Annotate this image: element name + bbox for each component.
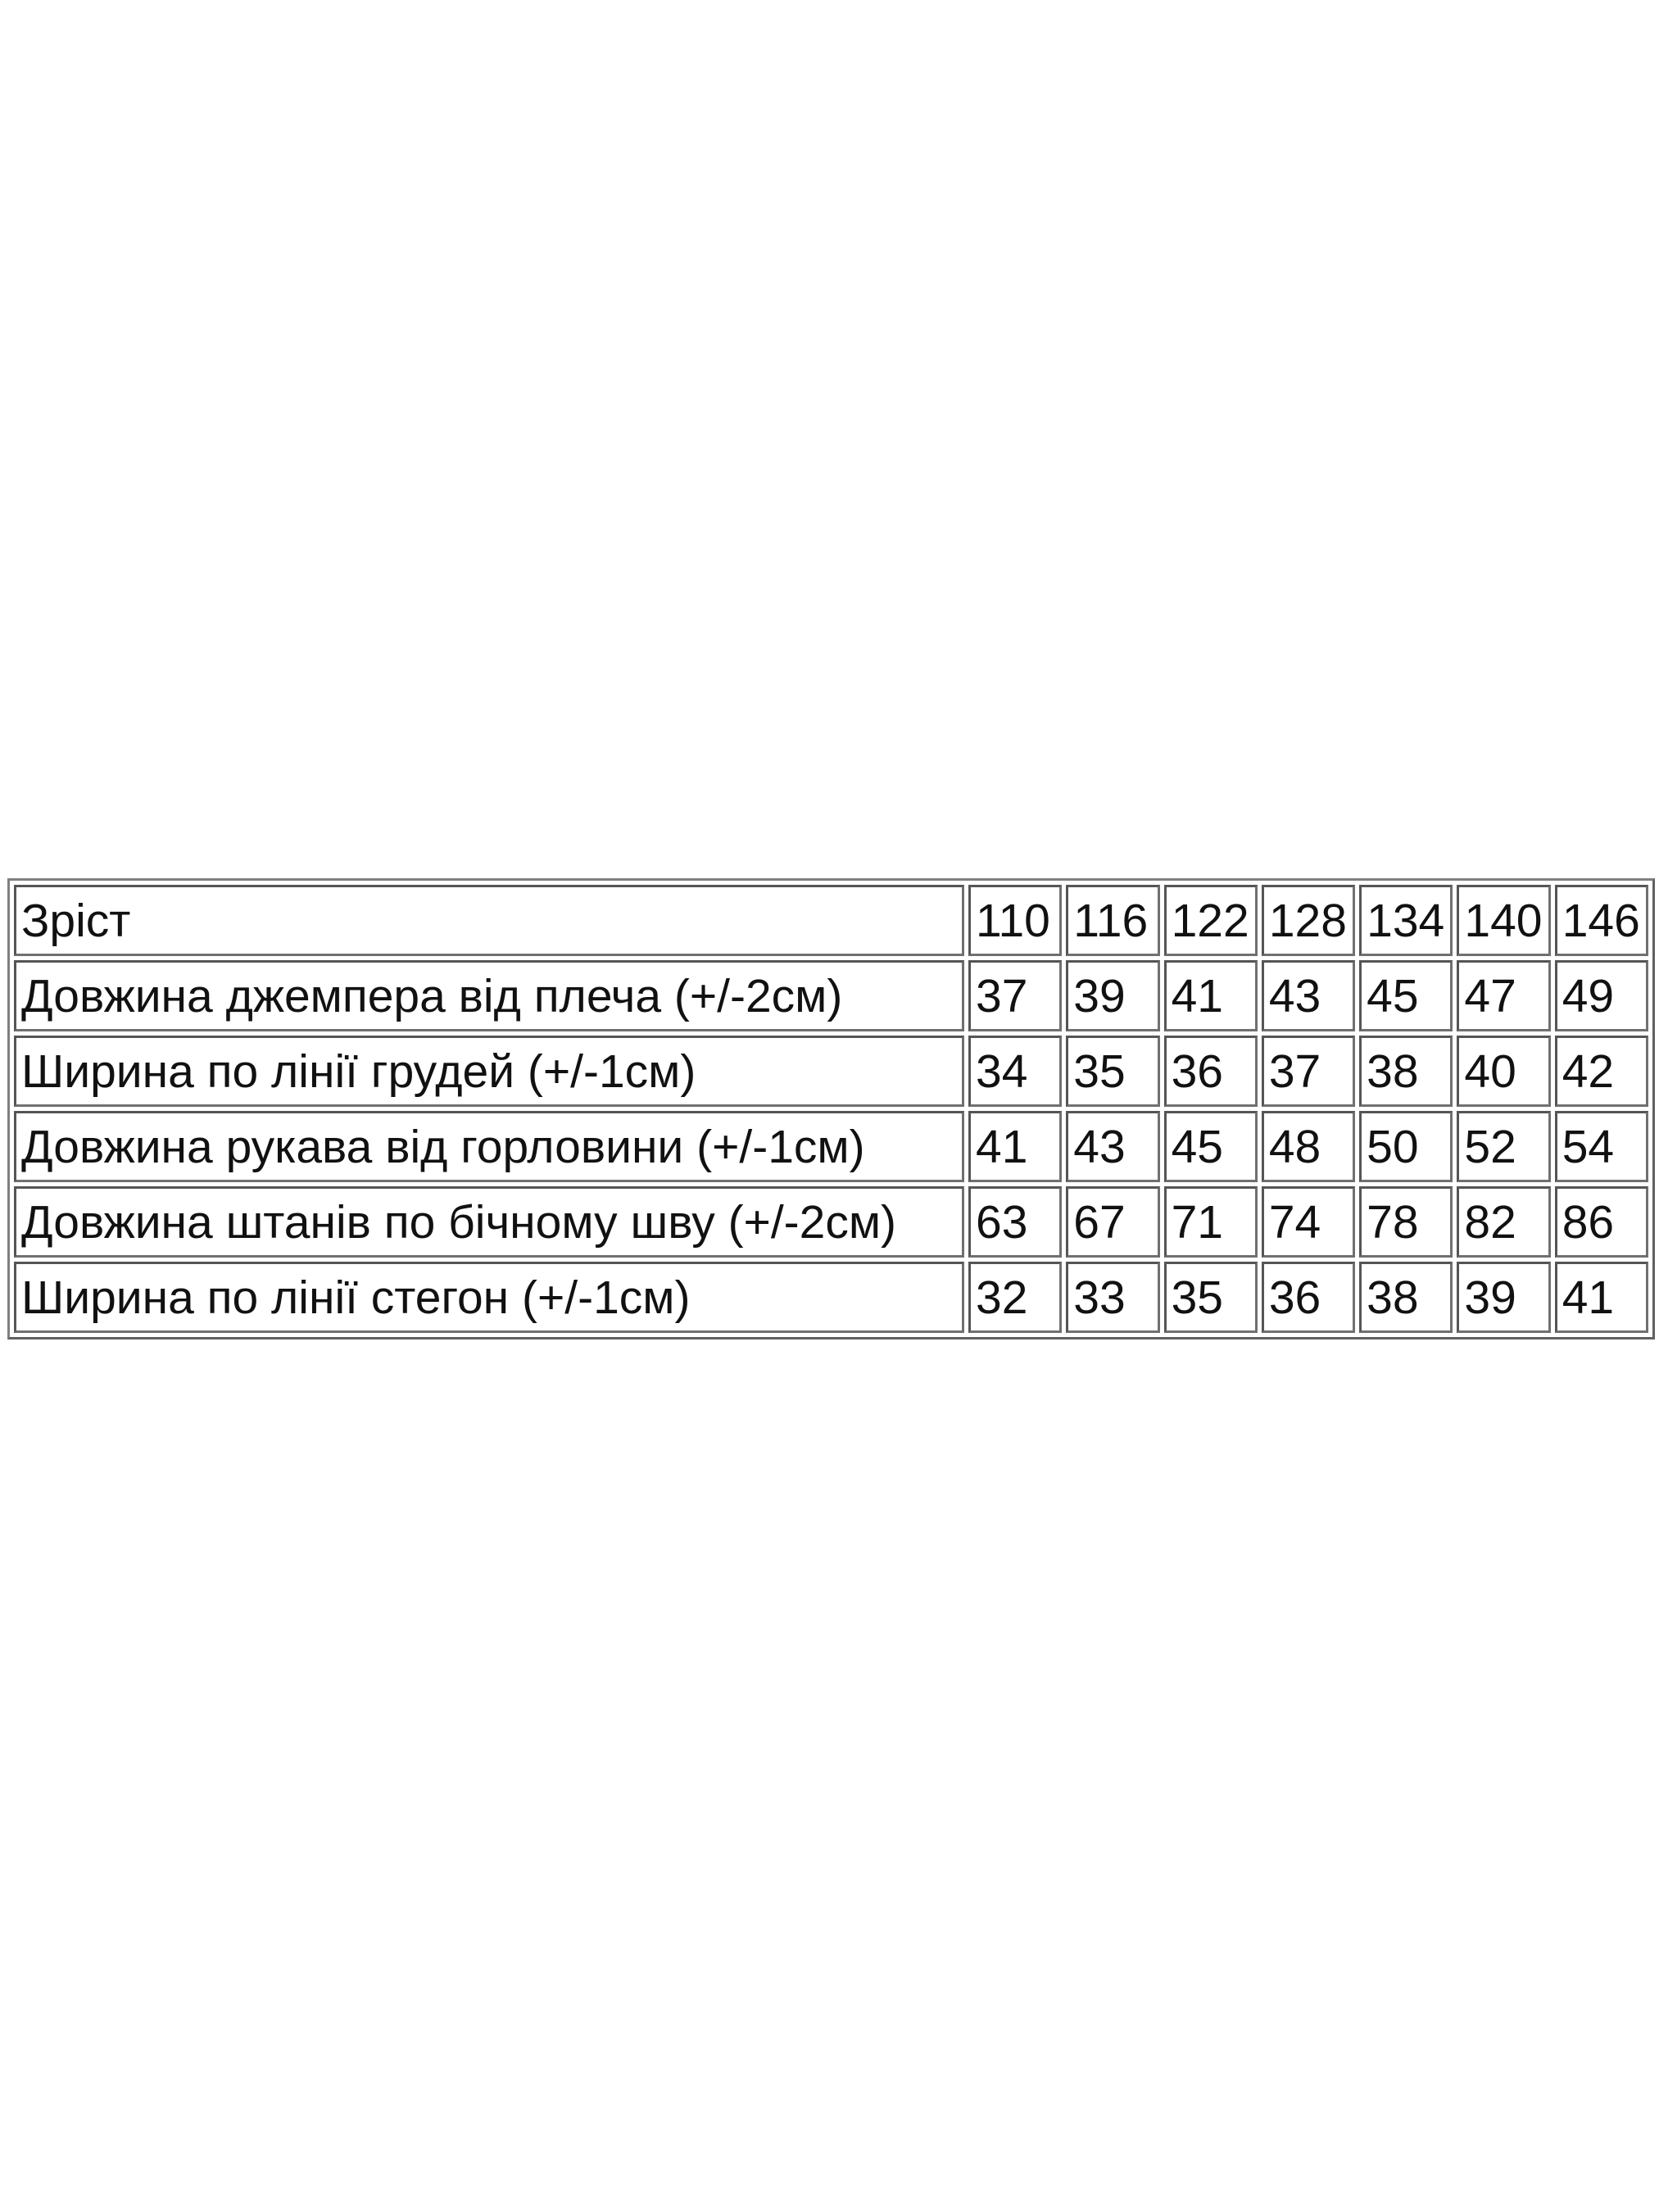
table-row: Ширина по лінії стегон (+/-1см) 32 33 35 36 3…: [14, 1262, 1648, 1333]
cell-value: 50: [1359, 1111, 1453, 1182]
size-chart-table: Зріст 110 116 122 128 134 140 146 Довжина джемпе…: [7, 878, 1655, 1339]
cell-value: 36: [1163, 1036, 1258, 1107]
cell-value: 36: [1261, 1262, 1356, 1333]
row-label: Довжина рукава від горловини (+/-1см): [14, 1111, 964, 1182]
cell-value: 34: [968, 1036, 1063, 1107]
cell-value: 33: [1066, 1262, 1160, 1333]
cell-value: 63: [968, 1186, 1063, 1258]
cell-value: 45: [1359, 960, 1453, 1031]
table-row: Довжина рукава від горловини (+/-1см) 41 4…: [14, 1111, 1648, 1182]
cell-value: 52: [1457, 1111, 1551, 1182]
table-row: Ширина по лінії грудей (+/-1см) 34 35 36 37 3…: [14, 1036, 1648, 1107]
cell-value: 42: [1554, 1036, 1648, 1107]
cell-value: 54: [1554, 1111, 1648, 1182]
cell-value: 74: [1261, 1186, 1356, 1258]
cell-value: 71: [1163, 1186, 1258, 1258]
cell-value: 67: [1066, 1186, 1160, 1258]
cell-value: 39: [1066, 960, 1160, 1031]
cell-value: 110: [968, 885, 1063, 956]
cell-value: 134: [1359, 885, 1453, 956]
cell-value: 37: [1261, 1036, 1356, 1107]
cell-value: 128: [1261, 885, 1356, 956]
cell-value: 47: [1457, 960, 1551, 1031]
cell-value: 35: [1066, 1036, 1160, 1107]
row-label: Довжина джемпера від плеча (+/-2см): [14, 960, 964, 1031]
cell-value: 140: [1457, 885, 1551, 956]
cell-value: 86: [1554, 1186, 1648, 1258]
table-row: Довжина штанів по бічному шву (+/-2см) 63…: [14, 1186, 1648, 1258]
row-label: Зріст: [14, 885, 964, 956]
cell-value: 146: [1554, 885, 1648, 956]
row-label: Ширина по лінії грудей (+/-1см): [14, 1036, 964, 1107]
cell-value: 82: [1457, 1186, 1551, 1258]
cell-value: 48: [1261, 1111, 1356, 1182]
cell-value: 116: [1066, 885, 1160, 956]
cell-value: 122: [1163, 885, 1258, 956]
table-row: Довжина джемпера від плеча (+/-2см) 37 39 4…: [14, 960, 1648, 1031]
cell-value: 41: [968, 1111, 1063, 1182]
cell-value: 43: [1066, 1111, 1160, 1182]
cell-value: 38: [1359, 1262, 1453, 1333]
row-label: Довжина штанів по бічному шву (+/-2см): [14, 1186, 964, 1258]
cell-value: 39: [1457, 1262, 1551, 1333]
cell-value: 41: [1163, 960, 1258, 1031]
cell-value: 32: [968, 1262, 1063, 1333]
cell-value: 40: [1457, 1036, 1551, 1107]
header-row: Зріст 110 116 122 128 134 140 146: [14, 885, 1648, 956]
cell-value: 45: [1163, 1111, 1258, 1182]
cell-value: 35: [1163, 1262, 1258, 1333]
row-label: Ширина по лінії стегон (+/-1см): [14, 1262, 964, 1333]
cell-value: 38: [1359, 1036, 1453, 1107]
cell-value: 78: [1359, 1186, 1453, 1258]
cell-value: 41: [1554, 1262, 1648, 1333]
cell-value: 43: [1261, 960, 1356, 1031]
cell-value: 49: [1554, 960, 1648, 1031]
cell-value: 37: [968, 960, 1063, 1031]
